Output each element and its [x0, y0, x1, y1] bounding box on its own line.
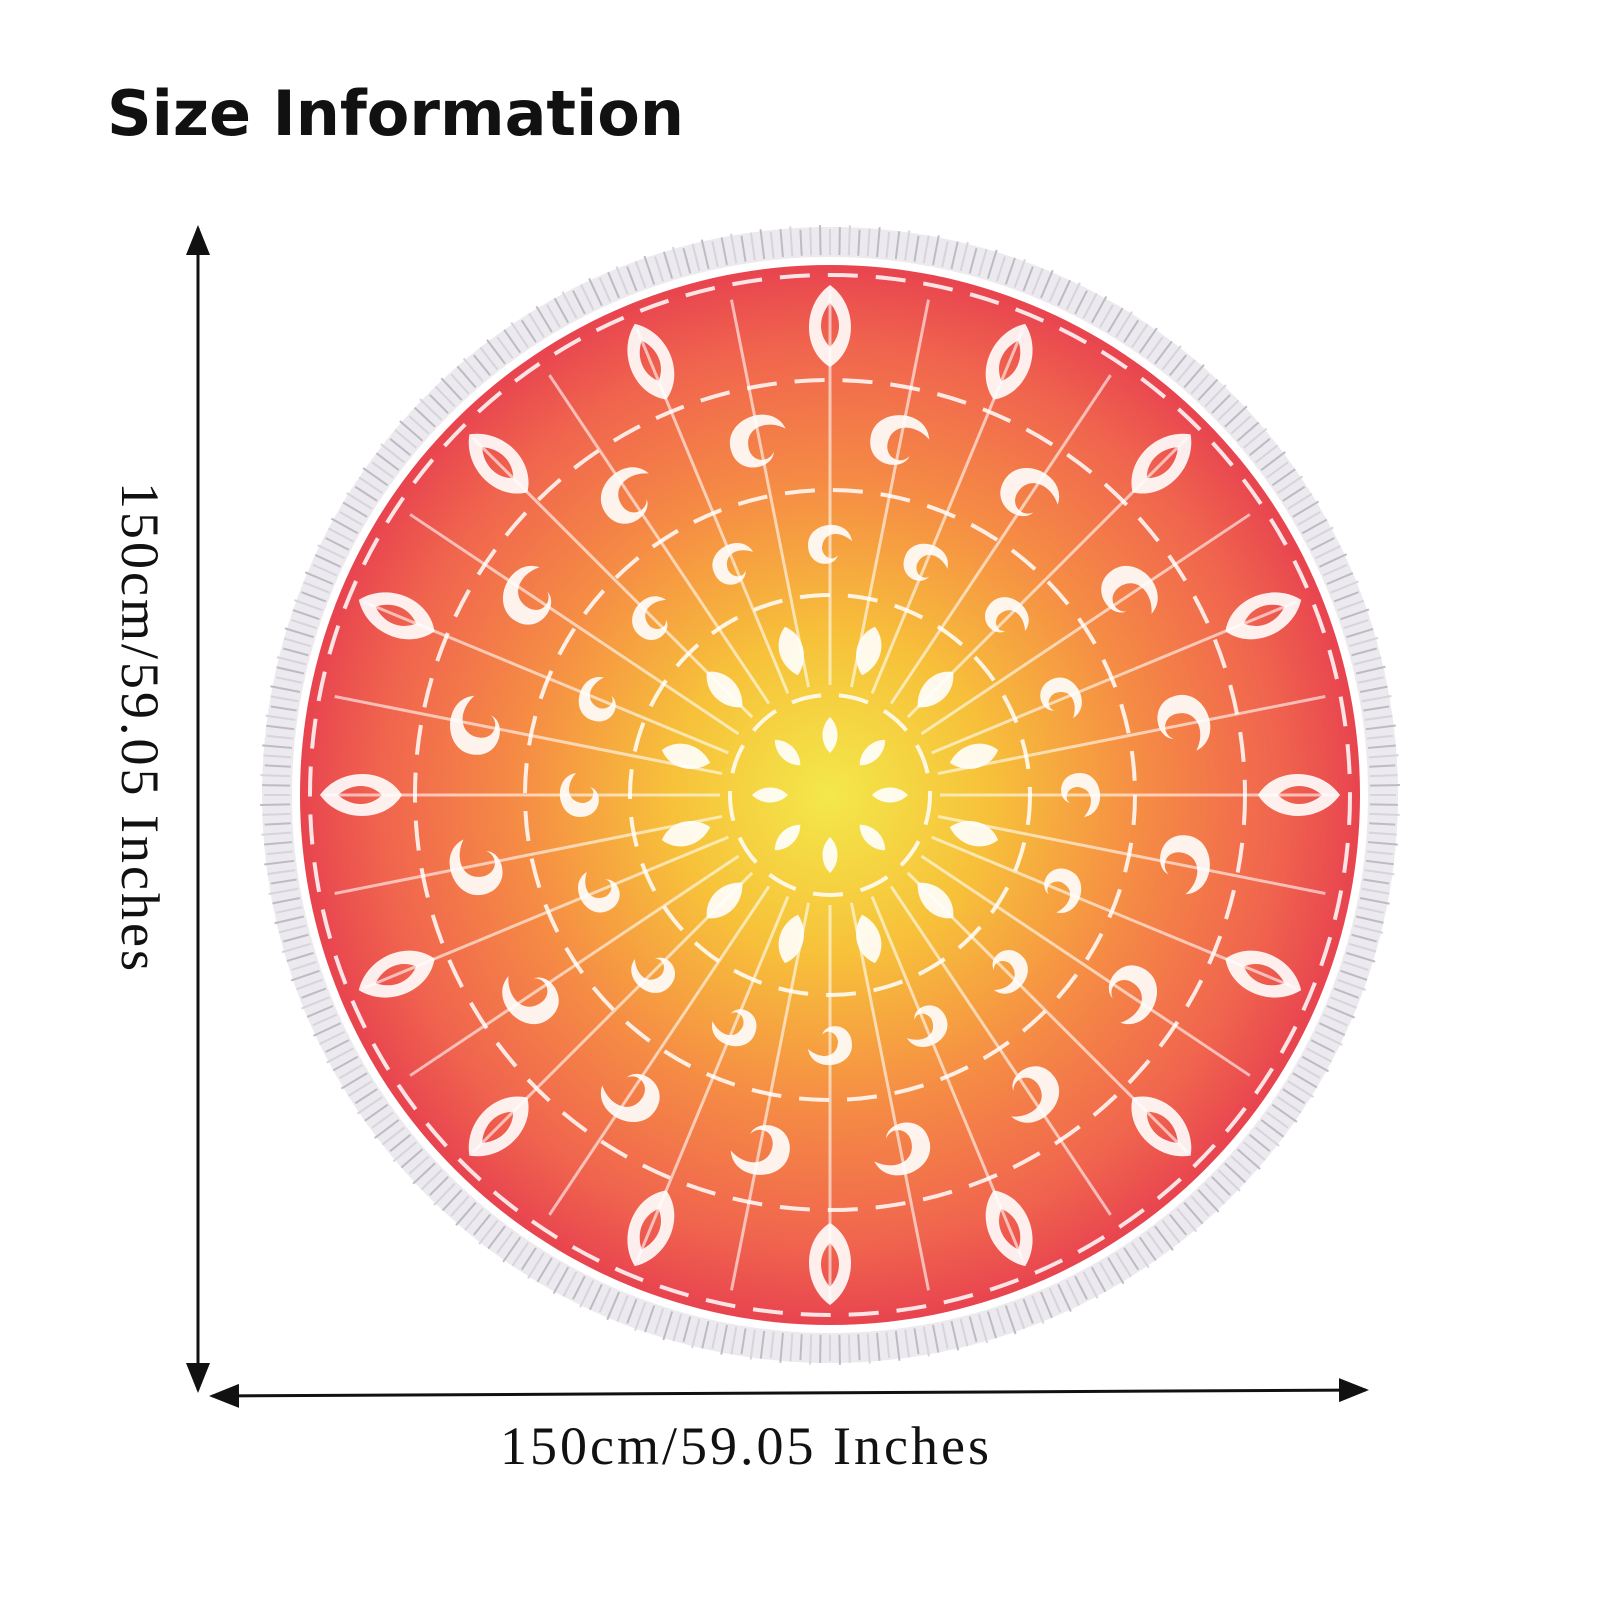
tassel	[1369, 823, 1395, 824]
towel	[260, 225, 1400, 1365]
tassel	[1370, 785, 1400, 786]
tassel	[1369, 765, 1395, 766]
tassel	[800, 230, 801, 256]
tassel	[810, 227, 811, 255]
tassel	[262, 814, 290, 815]
tassel	[260, 804, 290, 805]
tassel	[265, 765, 291, 766]
height-label: 150cm/59.05 Inches	[110, 482, 170, 974]
tassel	[858, 230, 859, 256]
tassel	[800, 1334, 801, 1360]
tassel	[858, 1334, 859, 1360]
tassel	[839, 1335, 840, 1365]
tassel	[1370, 814, 1400, 815]
tassel	[820, 225, 821, 255]
title: Size Information	[107, 77, 684, 150]
tassel	[849, 1335, 850, 1363]
tassel	[849, 225, 850, 255]
tassel	[1370, 775, 1398, 776]
tassel	[260, 775, 290, 776]
width-arrow	[212, 1390, 1366, 1396]
tassel	[265, 823, 291, 824]
tassel	[810, 1335, 811, 1365]
width-label: 150cm/59.05 Inches	[500, 1416, 992, 1476]
